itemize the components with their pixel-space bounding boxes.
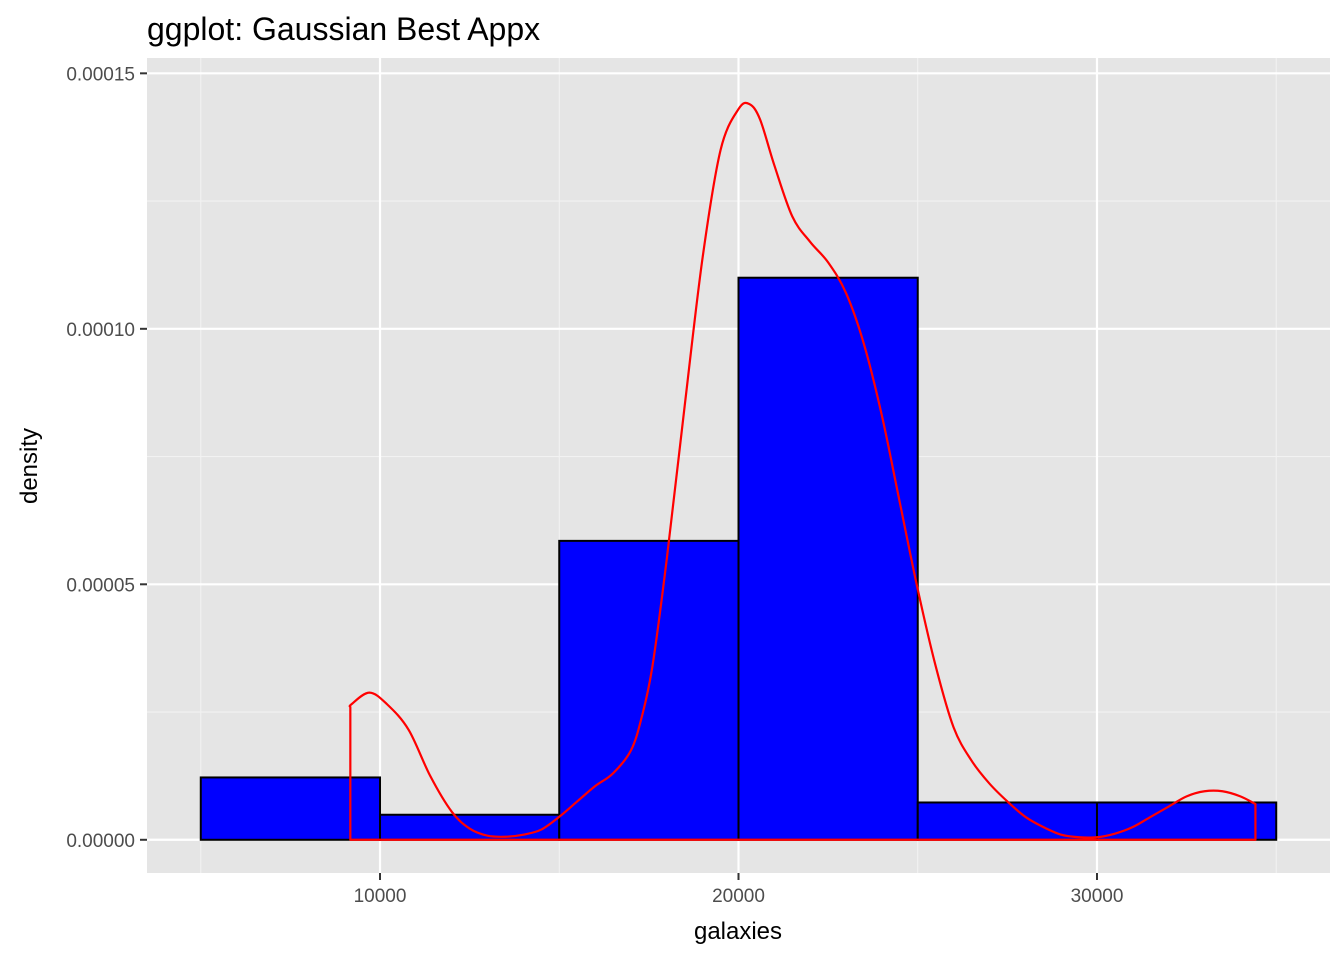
histogram-bar bbox=[1095, 801, 1278, 841]
x-tick-label: 30000 bbox=[1071, 886, 1124, 907]
histogram-bar bbox=[199, 776, 382, 841]
histogram-bar bbox=[916, 801, 1098, 841]
y-axis: 0.00000 0.00005 0.00010 0.00015 bbox=[66, 64, 147, 852]
x-tick-label: 20000 bbox=[712, 886, 765, 907]
y-tick-label: 0.00005 bbox=[66, 575, 135, 596]
x-tick-label: 10000 bbox=[354, 886, 407, 907]
histogram-bar bbox=[737, 276, 919, 841]
x-axis-title: galaxies bbox=[694, 918, 782, 945]
chart-title: ggplot: Gaussian Best Appx bbox=[147, 11, 540, 47]
y-tick-label: 0.00000 bbox=[66, 831, 135, 852]
y-tick-label: 0.00015 bbox=[66, 64, 135, 85]
y-axis-title: density bbox=[16, 428, 43, 504]
density-curve bbox=[348, 101, 1257, 841]
x-axis: 10000 20000 30000 bbox=[354, 873, 1124, 907]
density-curve-layer bbox=[348, 101, 1257, 841]
y-tick-label: 0.00010 bbox=[66, 320, 135, 341]
